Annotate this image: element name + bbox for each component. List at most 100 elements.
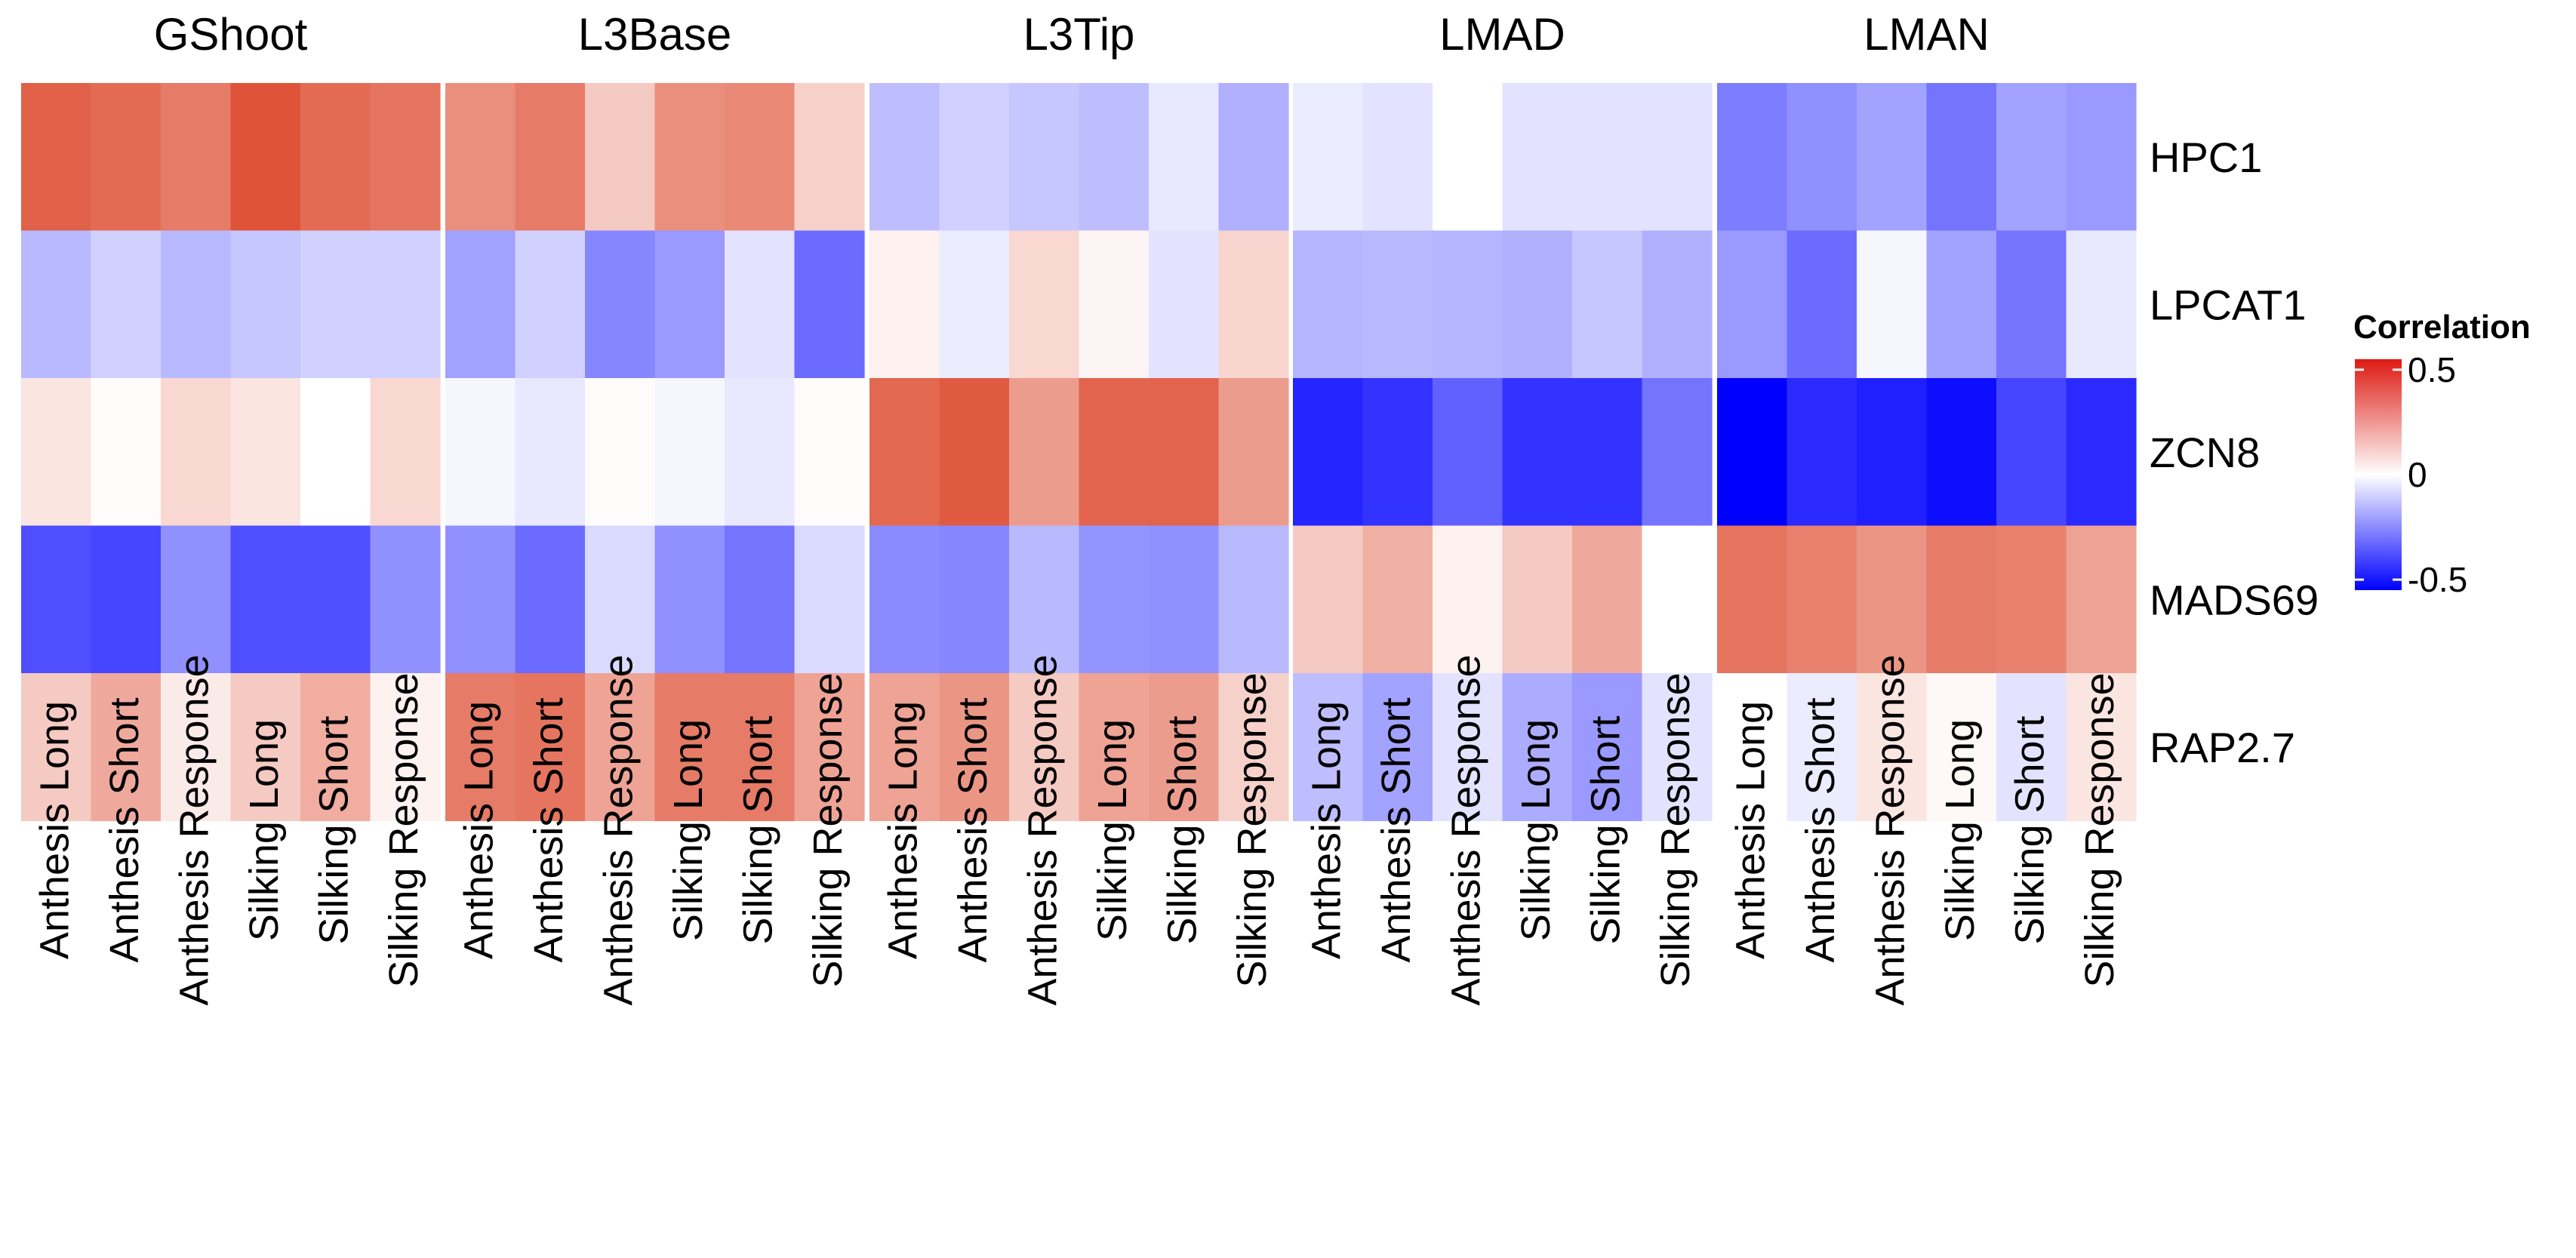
heatmap-cell bbox=[1642, 230, 1713, 379]
heatmap-cell bbox=[1009, 230, 1080, 379]
heatmap-cell bbox=[1079, 378, 1150, 527]
heatmap-cell bbox=[1079, 525, 1150, 674]
column-label: Anthesis Response bbox=[1867, 654, 1913, 1005]
heatmap-cell bbox=[1218, 83, 1289, 232]
heatmap-cell bbox=[725, 673, 796, 822]
heatmap-cell bbox=[230, 378, 301, 527]
column-label: Anthesis Response bbox=[1443, 654, 1488, 1005]
heatmap-cell bbox=[1572, 673, 1643, 822]
heatmap-cell bbox=[370, 673, 441, 822]
heatmap-cell bbox=[1362, 378, 1433, 527]
heatmap-cell bbox=[1572, 230, 1643, 379]
column-label: Anthesis Short bbox=[950, 697, 996, 962]
heatmap-cell bbox=[230, 673, 301, 822]
row-label: LPCAT1 bbox=[2150, 281, 2306, 328]
heatmap-cell bbox=[370, 83, 441, 232]
facet-l3base: L3Base Anthesis Long Anthesis Short Anthesi… bbox=[445, 9, 865, 1006]
heatmap-cell bbox=[1218, 230, 1289, 379]
heatmap-cell bbox=[869, 673, 940, 822]
heatmap-cell bbox=[1009, 378, 1080, 527]
heatmap-cell bbox=[654, 83, 725, 232]
heatmap-cell bbox=[1149, 230, 1220, 379]
heatmap-cell bbox=[1293, 673, 1364, 822]
heatmap-cell bbox=[230, 83, 301, 232]
heatmap-cell bbox=[1857, 83, 1928, 232]
heatmap-cell bbox=[1787, 525, 1857, 674]
heatmap-cell bbox=[1149, 673, 1220, 822]
heatmap-cell bbox=[585, 673, 656, 822]
column-label: Anthesis Long bbox=[880, 701, 925, 959]
heatmap-cell bbox=[1149, 525, 1220, 674]
heatmap-cell bbox=[515, 525, 586, 674]
heatmap-cell bbox=[1079, 673, 1150, 822]
heatmap-cell bbox=[1926, 378, 1997, 527]
row-label: RAP2.7 bbox=[2150, 724, 2295, 771]
heatmap-cell bbox=[1502, 230, 1573, 379]
heatmap-cell bbox=[2066, 230, 2137, 379]
color-legend: Correlation 0.5 0 -0.5 bbox=[2353, 309, 2531, 599]
heatmap-cell bbox=[445, 525, 516, 674]
heatmap-cell bbox=[230, 230, 301, 379]
heatmap-cell bbox=[1149, 378, 1220, 527]
column-label: Silking Response bbox=[381, 672, 426, 987]
heatmap-cell bbox=[1433, 230, 1503, 379]
heatmap-cell bbox=[725, 525, 796, 674]
row-label: MADS69 bbox=[2150, 576, 2319, 623]
heatmap-cell bbox=[1926, 83, 1997, 232]
column-label: Silking Long bbox=[1090, 719, 1135, 941]
heatmap-cell bbox=[725, 378, 796, 527]
heatmap-cell bbox=[21, 230, 92, 379]
heatmap-cell bbox=[1009, 525, 1080, 674]
heatmap-cell bbox=[1149, 83, 1220, 232]
heatmap-cell bbox=[1857, 378, 1928, 527]
heatmap-cell bbox=[654, 378, 725, 527]
heatmap-cell bbox=[2066, 83, 2137, 232]
heatmap-cell bbox=[939, 83, 1010, 232]
column-label: Anthesis Short bbox=[526, 697, 571, 962]
heatmap-cell bbox=[445, 230, 516, 379]
heatmap-cell bbox=[445, 83, 516, 232]
heatmap-cell bbox=[1502, 673, 1573, 822]
heatmap-cell bbox=[585, 525, 656, 674]
heatmap-cell bbox=[794, 378, 865, 527]
heatmap-cell bbox=[515, 83, 586, 232]
heatmap-cell bbox=[515, 230, 586, 379]
heatmap-cell bbox=[1293, 378, 1364, 527]
heatmap-cell bbox=[1642, 378, 1713, 527]
heatmap-cell bbox=[725, 83, 796, 232]
heatmap-cell bbox=[300, 230, 371, 379]
heatmap-cell bbox=[1787, 673, 1857, 822]
heatmap-cell bbox=[1717, 673, 1788, 822]
heatmap-cell bbox=[91, 83, 162, 232]
heatmap-cell bbox=[1079, 83, 1150, 232]
facet-title: LMAD bbox=[1439, 9, 1565, 60]
heatmap-cell bbox=[1502, 525, 1573, 674]
heatmap-cell bbox=[2066, 525, 2137, 674]
column-label: Silking Short bbox=[2007, 715, 2052, 944]
heatmap-cell bbox=[939, 673, 1010, 822]
heatmap-cell bbox=[939, 230, 1010, 379]
heatmap-cell bbox=[794, 83, 865, 232]
column-label: Silking Response bbox=[2077, 672, 2122, 987]
heatmap-cell bbox=[445, 378, 516, 527]
heatmap-cell bbox=[1433, 378, 1503, 527]
heatmap-cell bbox=[585, 83, 656, 232]
heatmap-cell bbox=[21, 525, 92, 674]
heatmap-cell bbox=[1572, 83, 1643, 232]
heatmap-cell bbox=[654, 230, 725, 379]
heatmap-cell bbox=[230, 525, 301, 674]
heatmap-cell bbox=[161, 673, 232, 822]
heatmap-cell bbox=[1642, 83, 1713, 232]
column-label: Silking Response bbox=[1230, 672, 1275, 987]
heatmap-cell bbox=[1502, 83, 1573, 232]
heatmap-cell bbox=[794, 230, 865, 379]
heatmap-cell bbox=[1572, 525, 1643, 674]
heatmap-cell bbox=[1293, 83, 1364, 232]
heatmap-cell bbox=[794, 673, 865, 822]
heatmap-cell bbox=[21, 378, 92, 527]
heatmap-cell bbox=[1362, 230, 1433, 379]
heatmap-cell bbox=[21, 83, 92, 232]
legend-ticks: 0.5 0 -0.5 bbox=[2355, 350, 2467, 599]
column-label: Anthesis Long bbox=[456, 701, 501, 959]
column-label: Silking Response bbox=[805, 672, 851, 987]
